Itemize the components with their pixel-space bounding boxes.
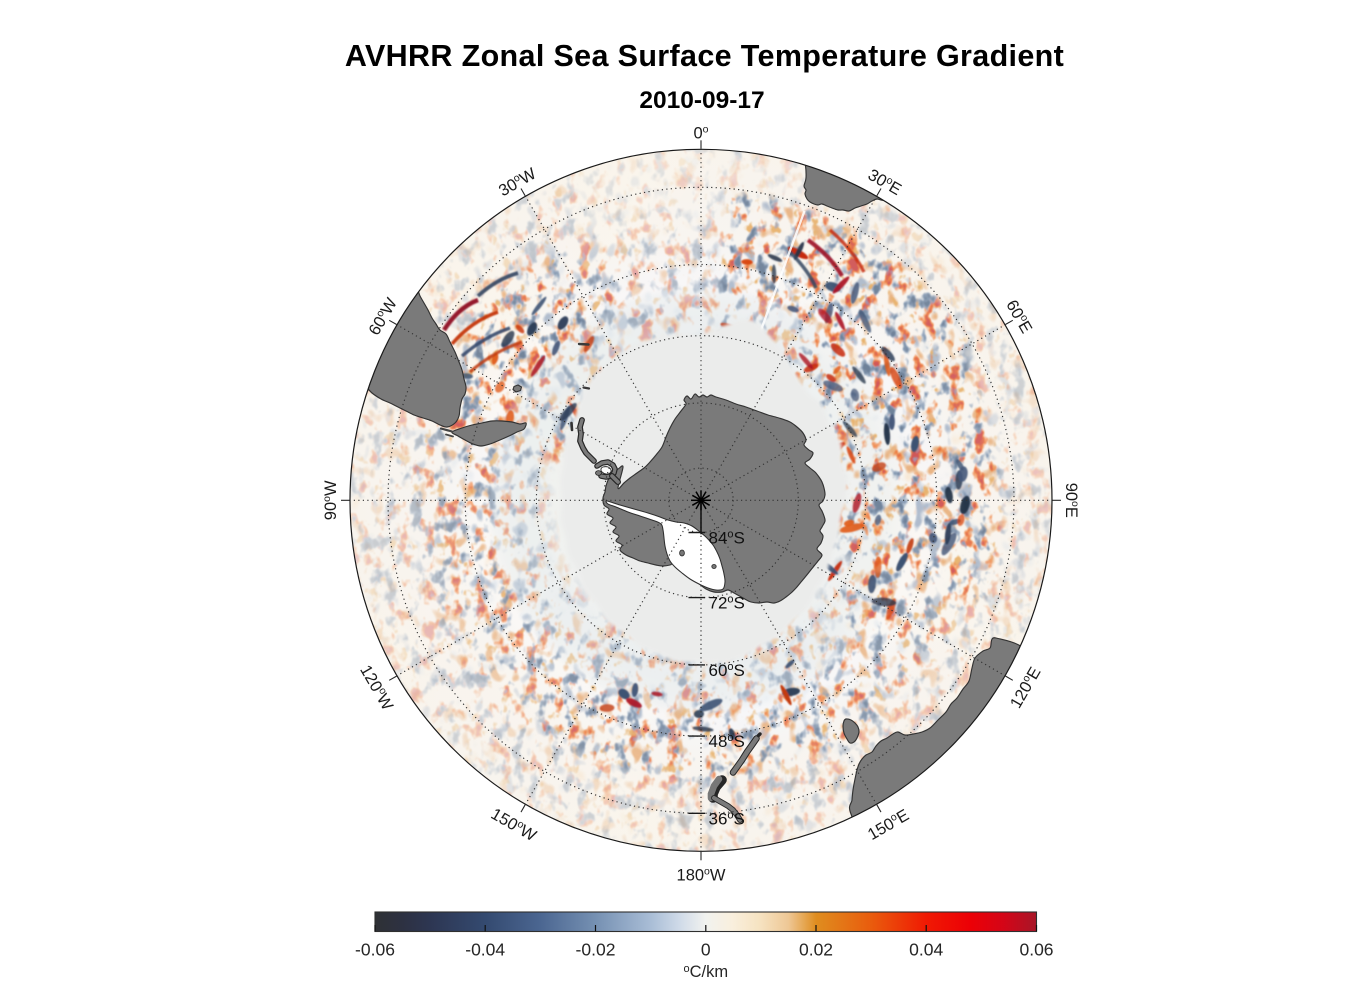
svg-text:-0.04: -0.04: [465, 940, 505, 960]
svg-text:48oS: 48oS: [709, 732, 745, 751]
svg-text:180oW: 180oW: [677, 865, 726, 884]
svg-text:36oS: 36oS: [709, 809, 745, 828]
svg-text:0.06: 0.06: [1019, 940, 1053, 960]
svg-text:0.02: 0.02: [799, 940, 833, 960]
svg-text:-0.02: -0.02: [576, 940, 616, 960]
svg-text:oC/km: oC/km: [683, 963, 728, 981]
svg-text:60oS: 60oS: [709, 661, 745, 680]
svg-text:AVHRR Zonal Sea Surface Temper: AVHRR Zonal Sea Surface Temperature Grad…: [345, 39, 1064, 73]
svg-text:72oS: 72oS: [709, 594, 745, 613]
svg-text:84oS: 84oS: [709, 529, 745, 548]
svg-text:-0.06: -0.06: [355, 940, 395, 960]
svg-text:0: 0: [701, 940, 711, 960]
svg-text:90oW: 90oW: [321, 480, 340, 520]
svg-text:2010-09-17: 2010-09-17: [639, 87, 764, 114]
svg-text:0.04: 0.04: [909, 940, 943, 960]
svg-text:90oE: 90oE: [1062, 483, 1081, 518]
